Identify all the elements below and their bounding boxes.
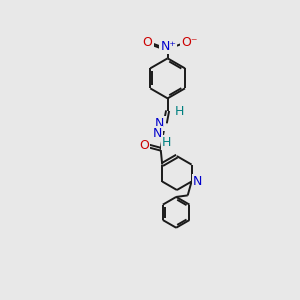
Text: O: O — [139, 139, 149, 152]
Text: O: O — [143, 36, 152, 50]
Text: O⁻: O⁻ — [181, 36, 197, 50]
Text: N: N — [153, 127, 162, 140]
Text: H: H — [162, 136, 172, 149]
Text: N: N — [193, 175, 202, 188]
Text: N: N — [155, 116, 165, 130]
Text: H: H — [175, 105, 184, 118]
Text: N⁺: N⁺ — [160, 40, 176, 52]
